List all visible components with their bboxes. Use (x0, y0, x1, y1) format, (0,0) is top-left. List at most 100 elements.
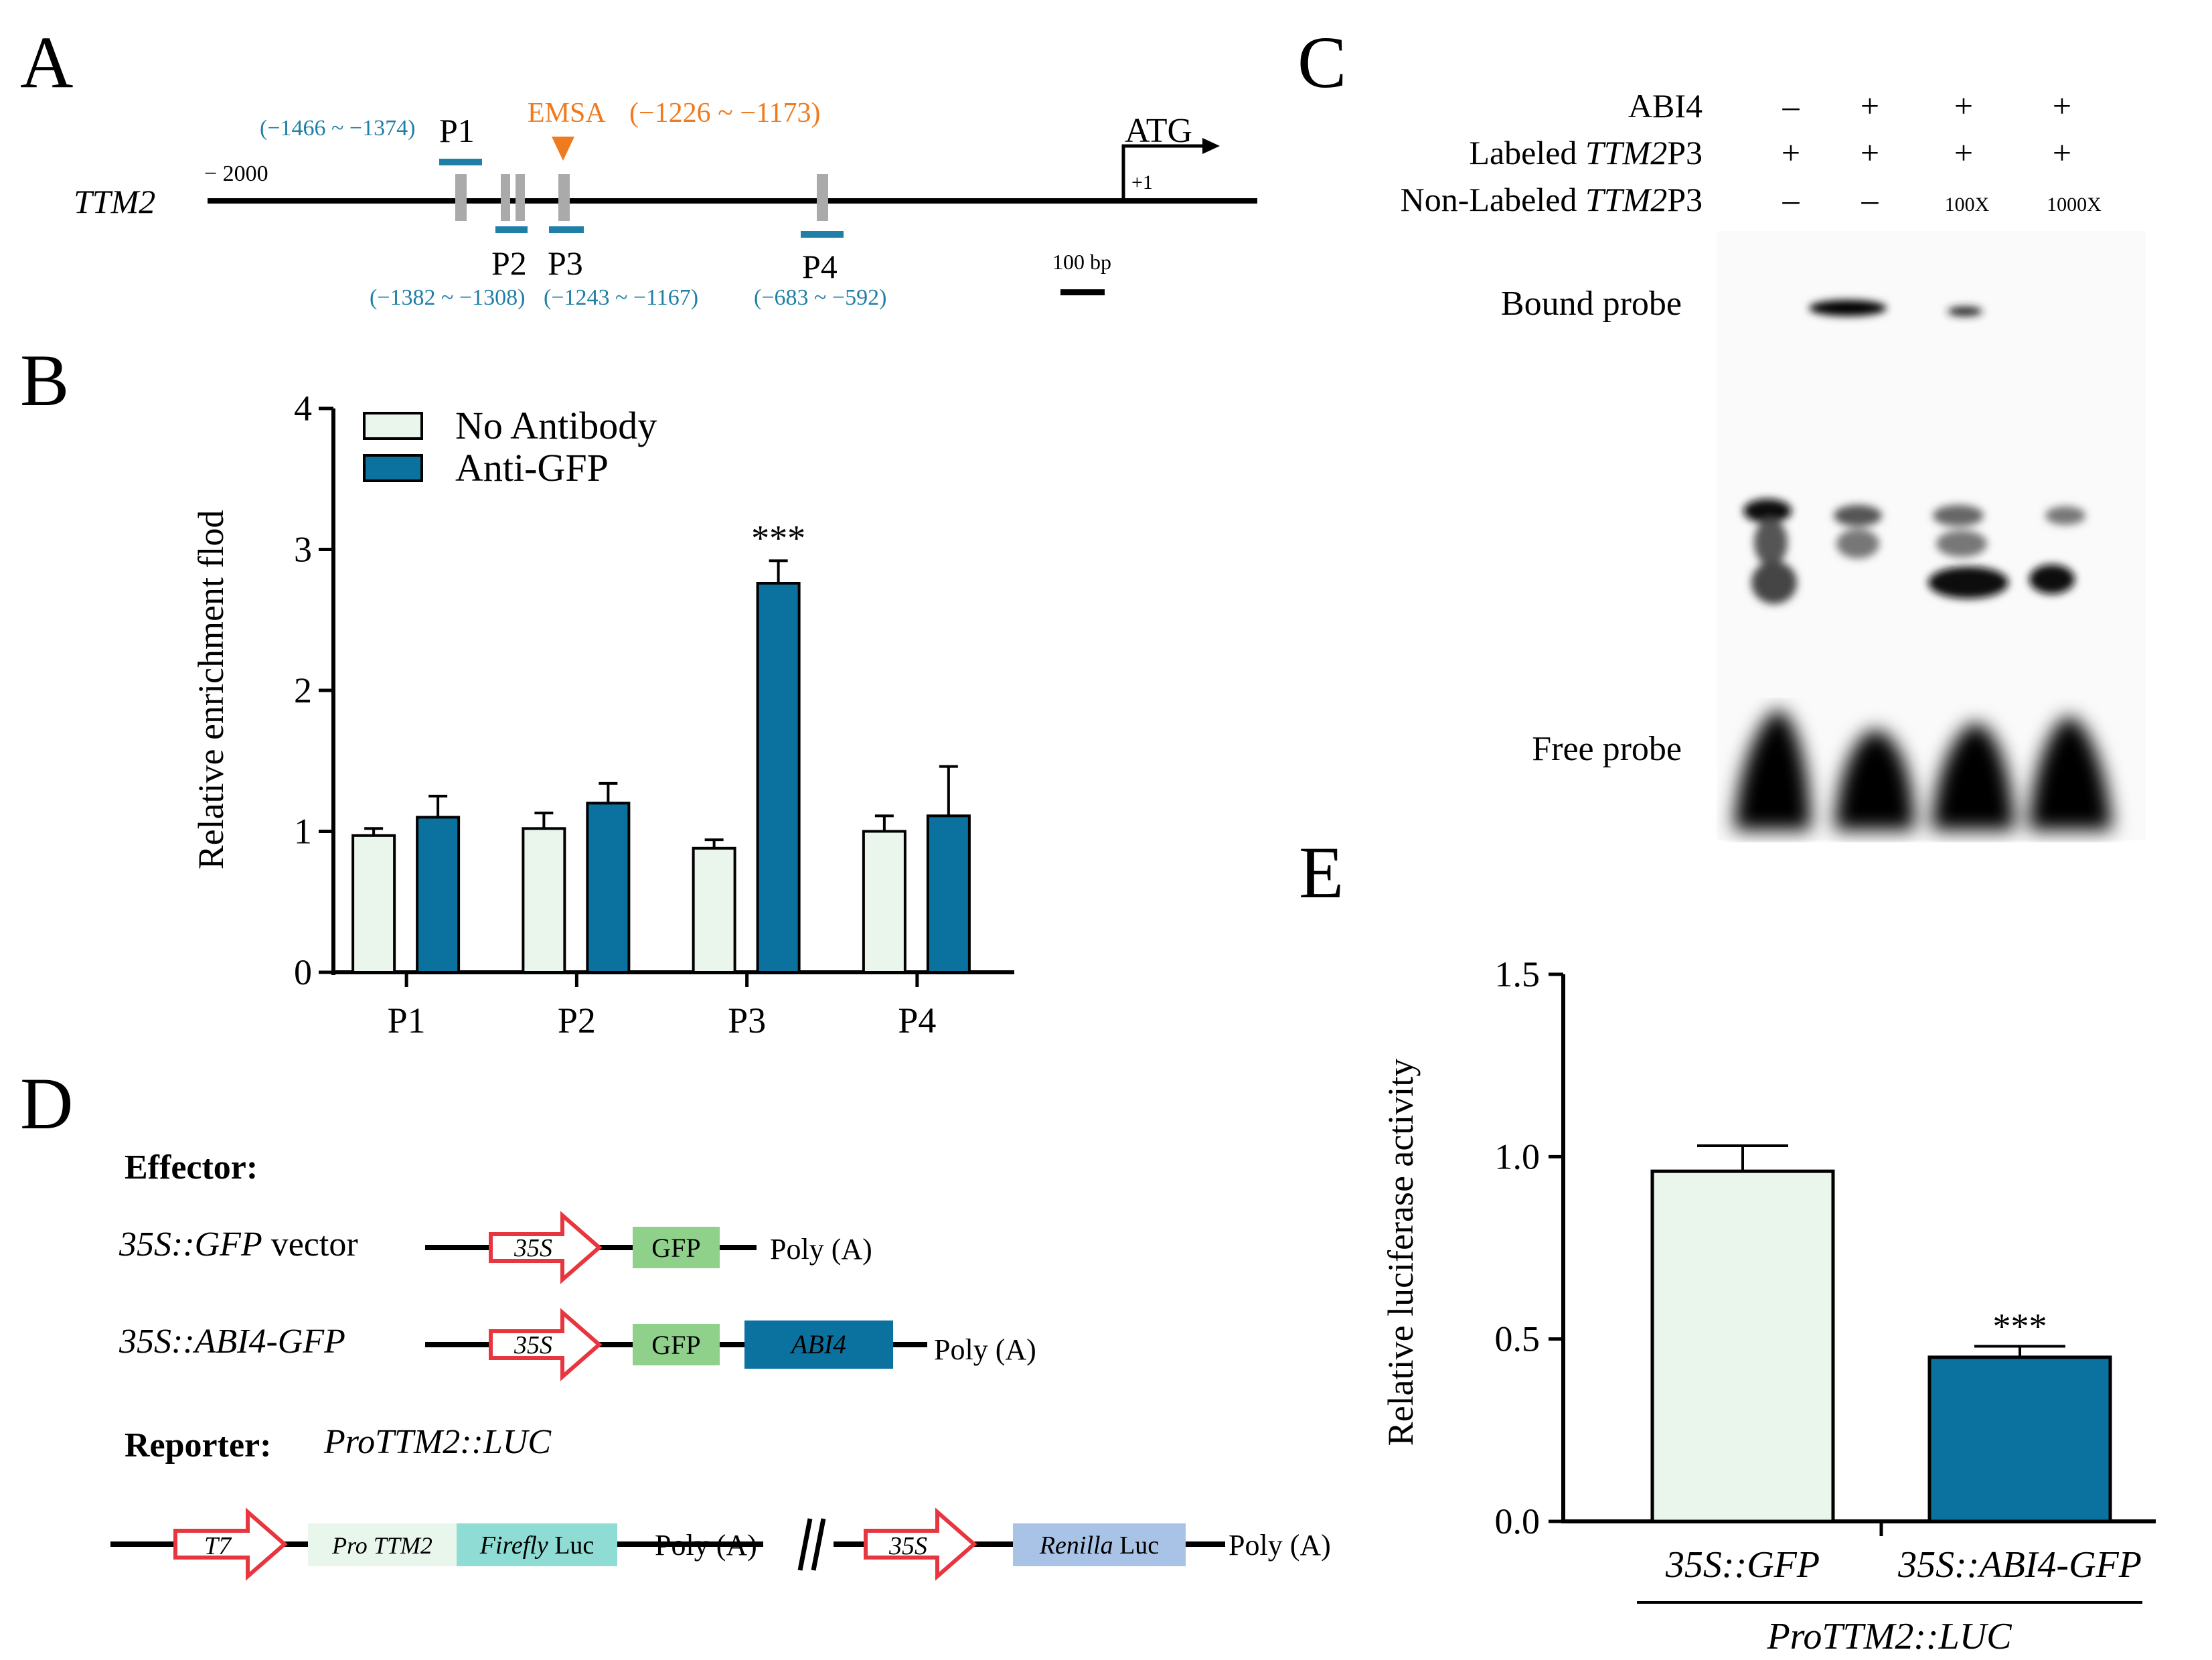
panel-b-ylabel: Relative enrichment flod (191, 510, 231, 870)
panel-a: A TTM2 − 2000 P1 (−1466 ~ −1374) P2 (−13… (20, 21, 1257, 310)
primer-label-p3: P3 (548, 244, 583, 282)
scale-bar-label: 100 bp (1052, 250, 1111, 274)
reporter-t7-label: T7 (204, 1532, 232, 1560)
reporter-firefly-label: Firefly Luc (479, 1531, 595, 1560)
reporter-break-icon-2 (811, 1518, 826, 1571)
reporter-title: Reporter: (125, 1426, 271, 1464)
effector-title: Effector: (125, 1148, 258, 1187)
lane2-abi4: + (1861, 87, 1879, 125)
lane3-labeled: + (1954, 134, 1973, 171)
e-x-tick-label: 35S::ABI4-GFP (1897, 1544, 2142, 1586)
primer-bar-p4 (801, 231, 844, 238)
legend-label-anti-gfp: Anti-GFP (455, 446, 609, 489)
legend-label-no-antibody: No Antibody (455, 404, 657, 447)
panel-c-label: C (1297, 21, 1346, 103)
row-label-abi4: ABI4 (1628, 87, 1703, 125)
vector2-abi4-label: ABI4 (789, 1329, 846, 1359)
free-probe-label: Free probe (1532, 730, 1682, 768)
site-mark-p2a (501, 174, 510, 221)
vector2-label: 35S::ABI4-GFP (118, 1323, 345, 1361)
b-significance-mark: *** (751, 518, 805, 558)
b-bar-no-antibody-p4 (862, 830, 906, 974)
b-bar-anti-gfp-p3 (756, 582, 801, 974)
vector1-gfp-label: GFP (651, 1233, 700, 1263)
panel-c: C ABI4 Labeled TTM2P3 Non-Labeled TTM2P3… (1297, 21, 2146, 840)
vector1-gfp-box (633, 1227, 720, 1268)
scale-bar (1060, 289, 1105, 295)
bound-probe-label: Bound probe (1501, 285, 1682, 323)
reporter-pro-ttm2-box (308, 1523, 457, 1566)
vector2-abi4-box (744, 1321, 893, 1369)
e-bar-abi4-gfp (1927, 1355, 2112, 1523)
primer-range-p3: (−1243 ~ −1167) (544, 285, 698, 310)
reporter-break-icon-1 (797, 1518, 813, 1571)
group-label: ProTTM2::LUC (1766, 1616, 2012, 1657)
e-x-tick-label: 35S::GFP (1665, 1544, 1820, 1586)
b-x-tick-label: P2 (558, 1000, 596, 1041)
lane3-abi4: + (1954, 87, 1973, 125)
lane1-labeled: + (1782, 134, 1800, 171)
b-bar-anti-gfp-p4 (926, 814, 971, 974)
panel-b-axes: 0 1 2 3 4 P1 P2 P3 P4 (294, 388, 1014, 1041)
vector1-label: 35S::GFP vector (118, 1225, 358, 1264)
panel-e-ylabel: Relative luciferase activity (1380, 1059, 1421, 1446)
reporter-polya-1: Poly (A) (655, 1529, 757, 1562)
primer-label-p2: P2 (491, 244, 527, 282)
panel-e-label: E (1299, 832, 1344, 913)
lane4-abi4: + (2053, 87, 2071, 125)
vector1-35s-label: 35S (514, 1234, 552, 1262)
lane4-nonlabeled: 1000X (2047, 194, 2102, 216)
gene-name: TTM2 (74, 183, 155, 220)
lane3-nonlabeled: 100X (1945, 194, 1990, 216)
panel-e: E Relative luciferase activity 0.0 0.5 1.0… (1299, 832, 2156, 1657)
panel-b: B Relative enrichment flod 0 1 2 3 4 P1 P2 P3 P4… (20, 339, 1014, 1041)
primer-label-p4: P4 (802, 248, 838, 285)
lane2-nonlabeled: – (1861, 181, 1879, 218)
b-bar-anti-gfp-p1 (416, 816, 461, 974)
site-mark-p1 (455, 174, 467, 221)
reporter-firefly-box (457, 1523, 617, 1566)
site-mark-p3 (558, 174, 570, 221)
vector2-35s-arrow-icon (489, 1308, 603, 1381)
panel-e-bars: *** (1650, 1144, 2112, 1523)
b-y-tick-label: 2 (294, 670, 312, 710)
b-x-tick-label: P3 (728, 1000, 766, 1041)
tss-arrow-head-icon (1202, 138, 1220, 154)
reporter-t7-arrow-icon (173, 1507, 288, 1581)
panel-d: D Effector: 35S::GFP vector 35S GFP Poly… (20, 1063, 1331, 1581)
vector2-35s-label: 35S (514, 1331, 552, 1359)
primer-range-p4: (−683 ~ −592) (754, 285, 886, 310)
b-y-tick-label: 1 (294, 812, 312, 852)
b-y-tick-label: 0 (294, 952, 312, 992)
e-y-tick-label: 1.5 (1495, 954, 1540, 994)
reporter-35s-arrow-icon (864, 1507, 977, 1581)
vector1-polya: Poly (A) (770, 1233, 872, 1266)
tss-label: +1 (1131, 171, 1153, 194)
vector2-polya: Poly (A) (934, 1333, 1036, 1366)
emsa-range: (−1226 ~ −1173) (629, 98, 821, 129)
reporter-renilla-label: Renilla Luc (1039, 1531, 1159, 1560)
panel-b-bars: *** (351, 518, 971, 974)
b-bar-no-antibody-p1 (351, 834, 396, 974)
start-position-label: − 2000 (204, 161, 268, 186)
emsa-label: EMSA (528, 98, 606, 129)
panel-b-label: B (20, 339, 69, 421)
primer-bar-p2 (495, 226, 528, 233)
primer-bar-p3 (549, 226, 584, 233)
e-significance-mark: *** (1993, 1306, 2047, 1347)
legend-swatch-no-antibody (363, 412, 423, 440)
b-x-tick-label: P1 (388, 1000, 426, 1041)
site-mark-p2b (516, 174, 525, 221)
atg-label: ATG (1125, 112, 1192, 150)
emsa-triangle-icon (552, 137, 574, 161)
e-y-tick-label: 1.0 (1495, 1136, 1540, 1177)
b-x-tick-label: P4 (898, 1000, 936, 1041)
e-y-tick-label: 0.5 (1495, 1319, 1540, 1359)
e-y-tick-label: 0.0 (1495, 1501, 1540, 1541)
b-bar-no-antibody-p2 (522, 827, 566, 974)
site-mark-p4 (817, 174, 828, 221)
b-bar-no-antibody-p3 (692, 846, 736, 974)
